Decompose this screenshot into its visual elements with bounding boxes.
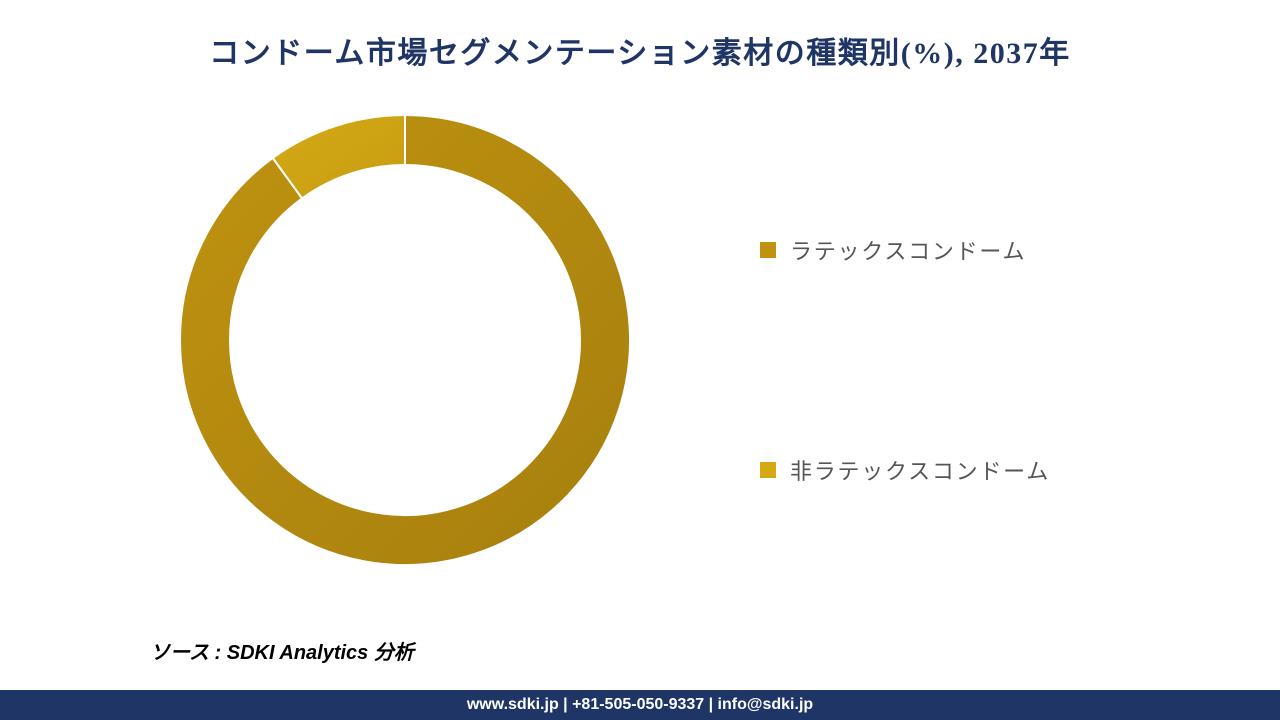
chart-title: コンドーム市場セグメンテーション素材の種類別(%), 2037年	[0, 28, 1280, 72]
donut-chart	[180, 115, 630, 565]
legend-item-nonlatex: 非ラテックスコンドーム	[760, 454, 1220, 486]
legend: ラテックスコンドーム 非ラテックスコンドーム	[760, 140, 1220, 580]
legend-label: 非ラテックスコンドーム	[790, 454, 1050, 486]
page-root: コンドーム市場セグメンテーション素材の種類別(%), 2037年 ラテックスコン…	[0, 0, 1280, 720]
footer-bar: www.sdki.jp | +81-505-050-9337 | info@sd…	[0, 690, 1280, 720]
legend-marker-icon	[760, 462, 776, 478]
footer-contact-text: www.sdki.jp | +81-505-050-9337 | info@sd…	[467, 696, 813, 714]
legend-marker-icon	[760, 242, 776, 258]
donut-svg	[180, 115, 630, 565]
legend-label: ラテックスコンドーム	[790, 234, 1026, 266]
legend-item-latex: ラテックスコンドーム	[760, 234, 1220, 266]
source-attribution: ソース : SDKI Analytics 分析	[150, 636, 414, 665]
